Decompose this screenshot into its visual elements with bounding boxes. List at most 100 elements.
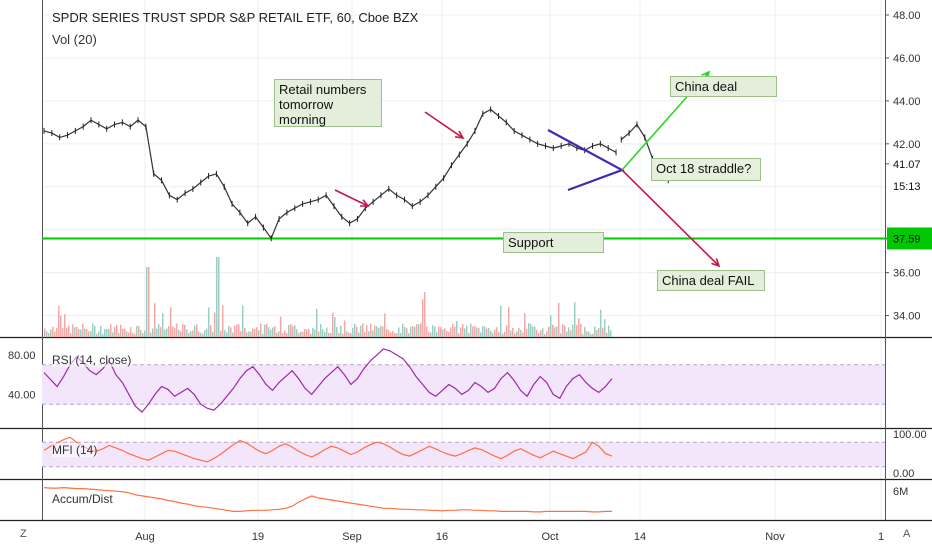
volume-bar [212,331,214,337]
volume-bar [508,307,510,337]
volume-bar [452,323,454,337]
x-tick-label: 14 [634,531,646,543]
volume-bar [542,328,544,337]
volume-bar [228,325,230,337]
volume-bar [498,332,500,337]
volume-bar [234,325,236,337]
x-tick-label: 16 [436,531,448,543]
volume-bar [124,328,126,337]
volume-bar [420,323,422,337]
retail-drop-arrow-head [359,199,370,207]
volume-bar [280,316,282,337]
volume-bar [472,326,474,337]
volume-bar [138,326,140,337]
volume-bar [424,292,426,337]
volume-bar [476,327,478,337]
volume-bar [272,327,274,337]
volume-bar [262,333,264,337]
volume-bar [600,309,602,337]
volume-bar [440,327,442,337]
rsi-tick-label: 40.00 [8,389,36,401]
volume-bar [266,323,268,337]
volume-bar [188,333,190,337]
volume-bar [238,324,240,337]
volume-bar [532,326,534,337]
price-tick-label: 44.00 [893,96,921,108]
volume-bar [338,332,340,337]
volume-bar [146,267,148,337]
volume-bar [52,326,54,337]
volume-bar [268,327,270,337]
note-china-deal-fail[interactable]: China deal FAIL [657,270,765,291]
volume-bar [92,323,94,337]
volume-bar [546,331,548,337]
volume-bar [106,328,108,337]
volume-bar [362,323,364,337]
volume-bar [340,325,342,337]
volume-bar [312,327,314,337]
mfi-label: MFI (14) [52,443,98,457]
volume-bar [544,333,546,337]
china-fail-arrow-head [711,258,721,268]
volume-bar [260,323,262,337]
volume-bar [426,326,428,337]
volume-bar [394,332,396,337]
volume-bar [98,331,100,337]
volume-bar [100,325,102,337]
volume-bar [218,257,220,337]
volume-bar [120,324,122,337]
volume-bar [556,326,558,337]
volume-bar [568,327,570,337]
support-price-tag [887,227,932,250]
auto-scale-button[interactable]: A [903,528,911,540]
volume-bar [480,332,482,337]
note-china-deal[interactable]: China deal [670,76,777,97]
volume-bar [416,324,418,337]
volume-bar [242,305,244,337]
volume-bar [386,329,388,337]
volume-bar [590,333,592,337]
note-retail-numbers[interactable]: Retail numbers tomorrow morning [274,79,382,127]
volume-bar [236,324,238,337]
volume-bar [356,326,358,337]
volume-bar [270,329,272,337]
volume-bar [418,324,420,337]
note-oct-18-straddle[interactable]: Oct 18 straddle? [651,158,761,181]
volume-bar [46,331,48,337]
volume-bar [154,303,156,337]
volume-bar [60,315,62,337]
volume-bar [372,330,374,337]
volume-bar [206,328,208,337]
volume-bar [392,330,394,337]
volume-bar [524,313,526,337]
volume-bar [584,327,586,337]
mfi-band [42,442,885,467]
volume-bar [194,325,196,337]
volume-bar [490,330,492,337]
zoom-button[interactable]: Z [20,528,27,540]
volume-bar [182,324,184,337]
volume-bar [224,330,226,337]
volume-bar [396,333,398,337]
volume-bar [298,332,300,337]
volume-bar [566,331,568,337]
volume-bar [178,329,180,337]
volume-bar [102,333,104,337]
rsi-band [42,364,885,405]
note-support[interactable]: Support [503,232,604,253]
volume-bar [84,328,86,337]
volume-bar [400,333,402,337]
volume-bar [284,330,286,337]
volume-bar [474,325,476,337]
volume-bar [486,328,488,337]
volume-bar [570,330,572,337]
volume-bar [540,330,542,337]
accum-dist-label: Accum/Dist [52,492,113,506]
volume-bar [354,323,356,337]
volume-bar [554,327,556,337]
accum-dist-tick-label: 6M [893,486,908,498]
volume-bar [72,324,74,337]
volume-bar [152,328,154,337]
volume-bar [582,333,584,337]
